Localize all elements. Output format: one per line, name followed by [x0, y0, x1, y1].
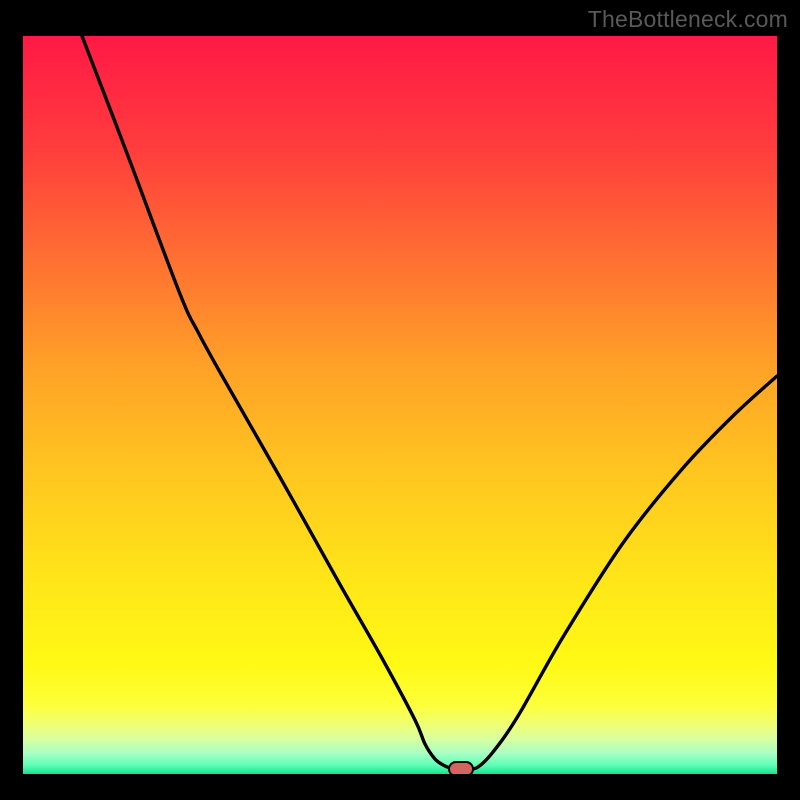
chart-frame: TheBottleneck.com	[0, 0, 800, 800]
plot-area	[23, 36, 777, 774]
valley-marker	[449, 762, 473, 774]
watermark-text: TheBottleneck.com	[588, 6, 788, 33]
bottleneck-curve	[82, 36, 777, 769]
curve-layer	[23, 36, 777, 774]
